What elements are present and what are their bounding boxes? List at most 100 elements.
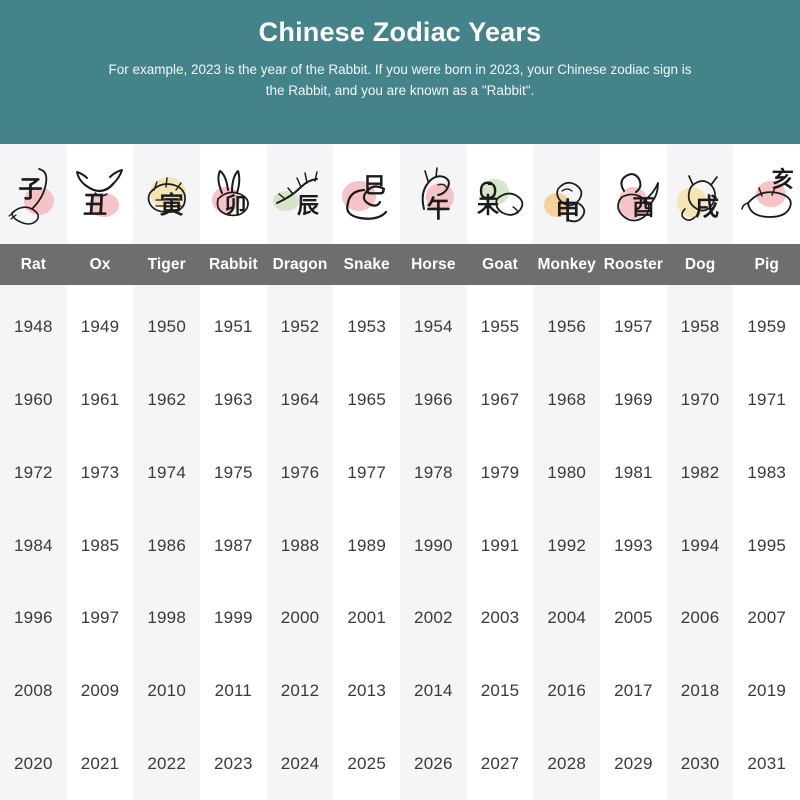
year-cell[interactable]: 1969 — [614, 390, 653, 410]
year-cell[interactable]: 1970 — [680, 390, 720, 410]
year-cell[interactable]: 2027 — [480, 753, 520, 773]
year-cell[interactable]: 2005 — [614, 608, 653, 628]
year-cell[interactable]: 1981 — [614, 462, 653, 482]
year-cell[interactable]: 1955 — [480, 317, 520, 337]
year-cell[interactable]: 1973 — [80, 462, 120, 482]
year-cell[interactable]: 1979 — [480, 462, 520, 482]
zodiac-icon-cell-dragon[interactable]: 辰 — [267, 144, 334, 244]
zodiac-icon-cell-pig[interactable]: 亥 — [733, 144, 800, 244]
year-cell[interactable]: 2002 — [414, 608, 453, 628]
year-cell[interactable]: 1961 — [80, 390, 120, 410]
year-cell[interactable]: 2028 — [547, 753, 587, 773]
year-cell[interactable]: 1975 — [214, 462, 253, 482]
zodiac-icon-cell-horse[interactable]: 午 — [400, 144, 467, 244]
year-cell[interactable]: 2024 — [280, 753, 320, 773]
year-cell[interactable]: 2012 — [280, 680, 320, 700]
year-cell[interactable]: 2009 — [80, 680, 120, 700]
zodiac-name-rooster[interactable]: Rooster — [603, 255, 664, 273]
zodiac-name-rabbit[interactable]: Rabbit — [208, 255, 258, 273]
year-cell[interactable]: 2003 — [480, 608, 520, 628]
zodiac-icon-cell-ox[interactable]: 丑 — [67, 144, 134, 244]
year-cell[interactable]: 1952 — [280, 317, 320, 337]
year-cell[interactable]: 1960 — [14, 390, 53, 410]
year-cell[interactable]: 1965 — [347, 390, 386, 410]
year-cell[interactable]: 1992 — [547, 535, 587, 555]
year-cell[interactable]: 1986 — [147, 535, 186, 555]
year-cell[interactable]: 2018 — [680, 680, 720, 700]
year-cell[interactable]: 2013 — [347, 680, 386, 700]
year-cell[interactable]: 2015 — [480, 680, 520, 700]
year-cell[interactable]: 1984 — [14, 535, 53, 555]
year-cell[interactable]: 2030 — [680, 753, 720, 773]
year-cell[interactable]: 1994 — [680, 535, 720, 555]
year-cell[interactable]: 2022 — [147, 753, 186, 773]
zodiac-icon-cell-rabbit[interactable]: 卯 — [200, 144, 267, 244]
year-cell[interactable]: 1972 — [14, 462, 53, 482]
year-cell[interactable]: 2004 — [547, 608, 587, 628]
zodiac-name-tiger[interactable]: Tiger — [147, 255, 186, 273]
year-cell[interactable]: 1956 — [547, 317, 587, 337]
year-cell[interactable]: 1962 — [147, 390, 186, 410]
zodiac-icon-cell-tiger[interactable]: 寅 — [133, 144, 200, 244]
year-cell[interactable]: 2026 — [414, 753, 453, 773]
year-cell[interactable]: 1954 — [414, 317, 453, 337]
year-cell[interactable]: 1988 — [280, 535, 320, 555]
year-cell[interactable]: 2025 — [347, 753, 386, 773]
year-cell[interactable]: 1998 — [147, 608, 186, 628]
year-cell[interactable]: 1963 — [214, 390, 253, 410]
zodiac-icon-cell-dog[interactable]: 戌 — [667, 144, 734, 244]
year-cell[interactable]: 1985 — [80, 535, 120, 555]
year-cell[interactable]: 2011 — [214, 680, 253, 700]
year-cell[interactable]: 1974 — [147, 462, 186, 482]
year-cell[interactable]: 1968 — [547, 390, 587, 410]
year-cell[interactable]: 1999 — [214, 608, 253, 628]
zodiac-name-horse[interactable]: Horse — [411, 255, 456, 273]
year-cell[interactable]: 1980 — [547, 462, 587, 482]
zodiac-name-dog[interactable]: Dog — [684, 255, 716, 273]
year-cell[interactable]: 2031 — [747, 753, 787, 773]
year-cell[interactable]: 2014 — [414, 680, 453, 700]
year-cell[interactable]: 2017 — [614, 680, 653, 700]
zodiac-icon-cell-rat[interactable]: 子 — [0, 144, 67, 244]
zodiac-icon-cell-goat[interactable]: 未 — [467, 144, 534, 244]
zodiac-name-dragon[interactable]: Dragon — [272, 255, 328, 273]
year-cell[interactable]: 1990 — [414, 535, 453, 555]
year-cell[interactable]: 1949 — [80, 317, 120, 337]
year-cell[interactable]: 1958 — [680, 317, 720, 337]
year-cell[interactable]: 1993 — [614, 535, 653, 555]
zodiac-name-snake[interactable]: Snake — [343, 255, 390, 273]
zodiac-name-monkey[interactable]: Monkey — [537, 255, 596, 273]
year-cell[interactable]: 1977 — [347, 462, 386, 482]
year-cell[interactable]: 2000 — [280, 608, 320, 628]
year-cell[interactable]: 1971 — [747, 390, 787, 410]
year-cell[interactable]: 2016 — [547, 680, 587, 700]
year-cell[interactable]: 1997 — [80, 608, 120, 628]
year-cell[interactable]: 2021 — [80, 753, 120, 773]
year-cell[interactable]: 1951 — [214, 317, 253, 337]
year-cell[interactable]: 1982 — [680, 462, 720, 482]
year-cell[interactable]: 1950 — [147, 317, 186, 337]
year-cell[interactable]: 1948 — [14, 317, 53, 337]
year-cell[interactable]: 2023 — [214, 753, 253, 773]
zodiac-name-goat[interactable]: Goat — [482, 255, 518, 273]
year-cell[interactable]: 1957 — [614, 317, 653, 337]
year-cell[interactable]: 1989 — [347, 535, 386, 555]
year-cell[interactable]: 2010 — [147, 680, 186, 700]
year-cell[interactable]: 1964 — [280, 390, 320, 410]
year-cell[interactable]: 1987 — [214, 535, 253, 555]
year-cell[interactable]: 1991 — [480, 535, 520, 555]
year-cell[interactable]: 1976 — [280, 462, 320, 482]
year-cell[interactable]: 2008 — [14, 680, 53, 700]
year-cell[interactable]: 1995 — [747, 535, 787, 555]
year-cell[interactable]: 1983 — [747, 462, 787, 482]
zodiac-name-rat[interactable]: Rat — [20, 255, 46, 273]
year-cell[interactable]: 2007 — [747, 608, 787, 628]
year-cell[interactable]: 2006 — [680, 608, 720, 628]
zodiac-icon-cell-rooster[interactable]: 酉 — [600, 144, 667, 244]
zodiac-name-ox[interactable]: Ox — [89, 255, 111, 273]
zodiac-icon-cell-snake[interactable]: 巳 — [333, 144, 400, 244]
year-cell[interactable]: 2020 — [14, 753, 53, 773]
year-cell[interactable]: 1996 — [14, 608, 53, 628]
year-cell[interactable]: 1978 — [414, 462, 453, 482]
year-cell[interactable]: 2001 — [347, 608, 386, 628]
